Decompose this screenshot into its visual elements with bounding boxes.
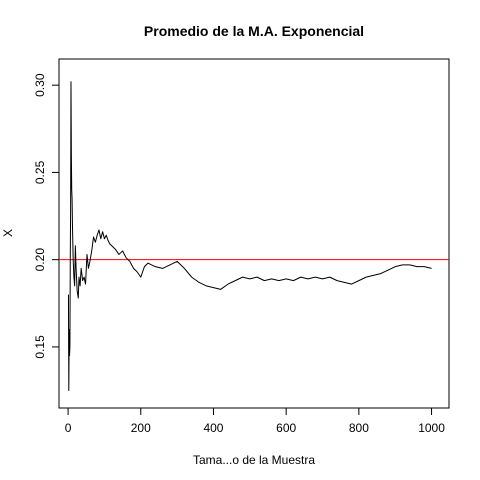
y-tick-label: 0.25 — [33, 160, 47, 184]
y-tick-label: 0.15 — [33, 335, 47, 359]
x-tick-label: 0 — [65, 421, 72, 435]
x-tick-label: 200 — [131, 421, 151, 435]
x-axis-label: Tama...o de la Muestra — [193, 453, 315, 467]
plot-box — [58, 58, 450, 409]
series-group — [67, 81, 432, 392]
y-tick-label: 0.30 — [33, 73, 47, 97]
x-tick-label: 400 — [203, 421, 223, 435]
x-tick-label: 600 — [276, 421, 296, 435]
x-tick-label: 800 — [349, 421, 369, 435]
chart-title: Promedio de la M.A. Exponencial — [144, 23, 364, 39]
x-tick-label: 1000 — [418, 421, 445, 435]
x-axis: 0 200 400 600 800 1000 — [65, 407, 445, 435]
series-line — [67, 81, 432, 392]
y-tick-label: 0.20 — [33, 248, 47, 272]
y-axis-label: X — [1, 229, 15, 237]
y-axis: 0.15 0.20 0.25 0.30 — [33, 73, 60, 359]
